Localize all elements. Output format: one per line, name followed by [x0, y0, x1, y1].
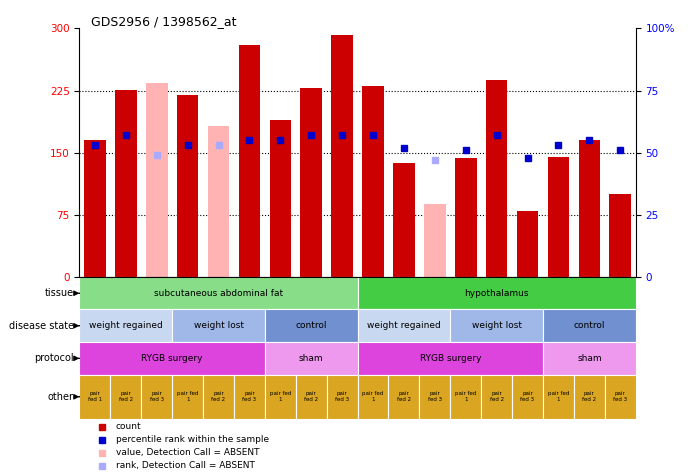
Bar: [265, 310, 358, 342]
Text: control: control: [296, 321, 327, 330]
Text: pair fed
1: pair fed 1: [269, 392, 291, 402]
Text: disease state: disease state: [9, 321, 74, 331]
Text: protocol: protocol: [35, 353, 74, 363]
Text: weight lost: weight lost: [193, 321, 243, 330]
Text: pair
fed 3: pair fed 3: [613, 392, 627, 402]
Text: hypothalamus: hypothalamus: [464, 289, 529, 298]
Text: pair fed
1: pair fed 1: [548, 392, 569, 402]
Text: pair
fed 1: pair fed 1: [88, 392, 102, 402]
Text: pair
fed 3: pair fed 3: [428, 392, 442, 402]
Text: pair
fed 2: pair fed 2: [490, 392, 504, 402]
Bar: [574, 374, 605, 419]
Bar: [451, 374, 481, 419]
Bar: [358, 374, 388, 419]
Text: RYGB surgery: RYGB surgery: [142, 354, 203, 363]
Bar: [486, 80, 507, 277]
Bar: [265, 342, 358, 374]
Bar: [327, 374, 358, 419]
Text: pair
fed 2: pair fed 2: [211, 392, 225, 402]
Bar: [84, 140, 106, 277]
Bar: [141, 374, 172, 419]
Text: pair
fed 2: pair fed 2: [304, 392, 319, 402]
Bar: [79, 374, 111, 419]
Text: pair
fed 3: pair fed 3: [150, 392, 164, 402]
Bar: [203, 374, 234, 419]
Bar: [362, 86, 384, 277]
Bar: [269, 119, 291, 277]
Text: pair
fed 3: pair fed 3: [243, 392, 256, 402]
Bar: [605, 374, 636, 419]
Bar: [331, 35, 353, 277]
Text: GDS2956 / 1398562_at: GDS2956 / 1398562_at: [91, 16, 236, 28]
Bar: [79, 310, 172, 342]
Bar: [358, 342, 543, 374]
Bar: [111, 374, 141, 419]
Bar: [451, 310, 543, 342]
Text: control: control: [574, 321, 605, 330]
Bar: [393, 163, 415, 277]
Text: pair
fed 3: pair fed 3: [520, 392, 535, 402]
Bar: [115, 90, 137, 277]
Text: tissue: tissue: [45, 288, 74, 298]
Bar: [609, 194, 631, 277]
Text: weight regained: weight regained: [367, 321, 441, 330]
Text: pair fed
1: pair fed 1: [177, 392, 198, 402]
Text: percentile rank within the sample: percentile rank within the sample: [115, 435, 269, 444]
Bar: [543, 374, 574, 419]
Text: pair
fed 3: pair fed 3: [335, 392, 349, 402]
Bar: [548, 157, 569, 277]
Text: weight lost: weight lost: [472, 321, 522, 330]
Text: other: other: [48, 392, 74, 402]
Text: pair fed
1: pair fed 1: [362, 392, 384, 402]
Bar: [234, 374, 265, 419]
Text: pair
fed 2: pair fed 2: [397, 392, 411, 402]
Text: sham: sham: [299, 354, 323, 363]
Bar: [543, 342, 636, 374]
Text: pair
fed 2: pair fed 2: [583, 392, 596, 402]
Bar: [358, 277, 636, 310]
Bar: [208, 126, 229, 277]
Bar: [172, 374, 203, 419]
Text: pair fed
1: pair fed 1: [455, 392, 476, 402]
Bar: [358, 310, 451, 342]
Bar: [301, 88, 322, 277]
Text: weight regained: weight regained: [89, 321, 162, 330]
Bar: [424, 204, 446, 277]
Bar: [512, 374, 543, 419]
Bar: [296, 374, 327, 419]
Text: pair
fed 2: pair fed 2: [119, 392, 133, 402]
Text: value, Detection Call = ABSENT: value, Detection Call = ABSENT: [115, 448, 259, 457]
Bar: [419, 374, 451, 419]
Bar: [543, 310, 636, 342]
Text: rank, Detection Call = ABSENT: rank, Detection Call = ABSENT: [115, 461, 254, 470]
Text: subcutaneous abdominal fat: subcutaneous abdominal fat: [154, 289, 283, 298]
Bar: [172, 310, 265, 342]
Bar: [79, 342, 265, 374]
Text: RYGB surgery: RYGB surgery: [419, 354, 481, 363]
Bar: [177, 95, 198, 277]
Bar: [517, 210, 538, 277]
Bar: [388, 374, 419, 419]
Bar: [79, 277, 358, 310]
Bar: [481, 374, 512, 419]
Text: count: count: [115, 422, 141, 431]
Bar: [146, 83, 167, 277]
Bar: [238, 45, 261, 277]
Bar: [455, 158, 477, 277]
Bar: [578, 140, 600, 277]
Text: sham: sham: [577, 354, 602, 363]
Bar: [265, 374, 296, 419]
